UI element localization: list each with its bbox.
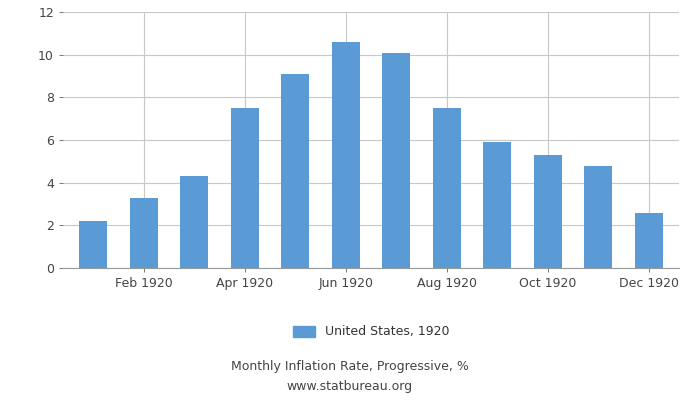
Bar [181, 176, 208, 268]
Text: Monthly Inflation Rate, Progressive, %: Monthly Inflation Rate, Progressive, % [231, 360, 469, 373]
Bar [332, 42, 360, 268]
Bar [433, 108, 461, 268]
Bar [483, 142, 511, 268]
Bar [534, 155, 561, 268]
Text: www.statbureau.org: www.statbureau.org [287, 380, 413, 393]
Legend: United States, 1920: United States, 1920 [293, 326, 449, 338]
Bar [635, 212, 663, 268]
Bar [130, 198, 158, 268]
Bar [281, 74, 309, 268]
Bar [231, 108, 259, 268]
Bar [79, 221, 107, 268]
Bar [584, 166, 612, 268]
Bar [382, 52, 410, 268]
